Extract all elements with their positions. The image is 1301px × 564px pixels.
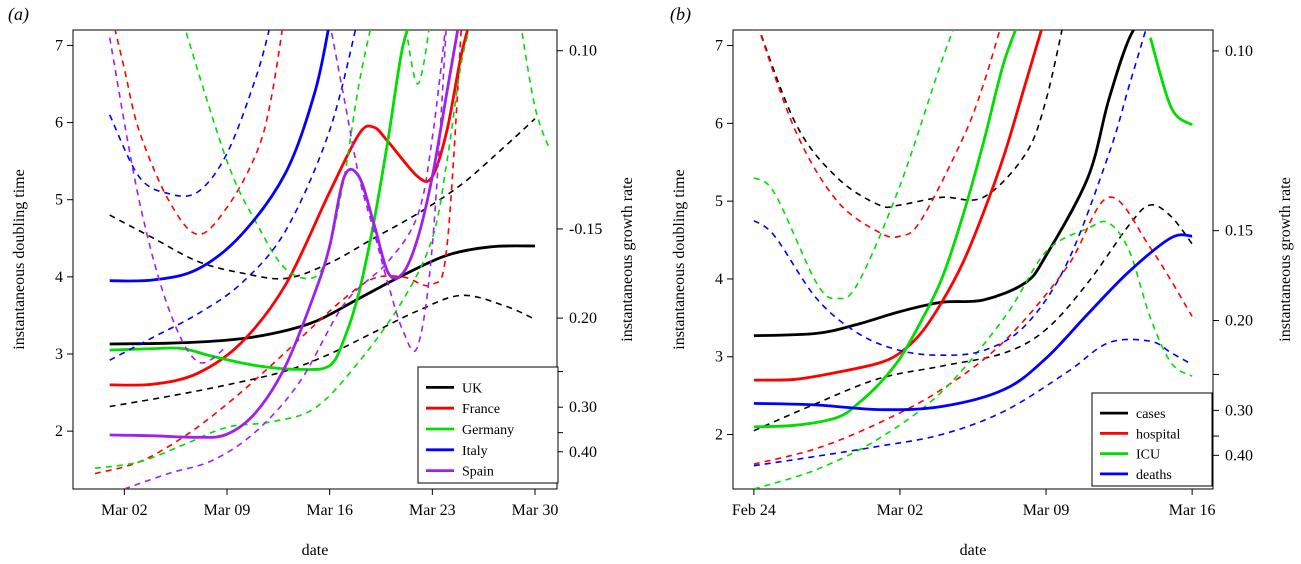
right-tick-label: 0.40 [1225, 447, 1253, 464]
series-germany-ci-line [520, 30, 551, 150]
series-uk-line [109, 244, 536, 346]
x-tick-label: Mar 30 [512, 502, 559, 519]
right-tick-label: 0.20 [1225, 313, 1253, 330]
right-tick-label: 0.10 [569, 43, 597, 60]
panel-b: (b) 2 3 4 5 6 7 0.10 0.15 0.20 0.30 0.40 Feb 24 Mar 0… [670, 4, 1294, 559]
right-axis-label: instantaneous growth rate [619, 177, 636, 341]
right-axis-label: instantaneous growth rate [1277, 177, 1294, 341]
series-hospital-ci-line [758, 30, 1001, 239]
series-cases-ci-line [758, 30, 1063, 209]
series-italy-ci-line [109, 30, 357, 361]
series-italy-line [109, 30, 330, 283]
right-tick-label: 0.20 [569, 310, 597, 327]
series-icu-ci-line [753, 220, 1193, 489]
legend: UK France Germany Italy Spain [417, 366, 559, 484]
series-deaths-ci-line [753, 338, 1193, 467]
series-icu-line [753, 30, 1018, 429]
legend-entry: deaths [1136, 468, 1172, 483]
right-tick-label: -0.15 [569, 221, 602, 238]
panel-a: (a) 2 3 4 5 6 7 0.10 -0.15 0.20 0.30 0.40 Mar 02 Mar … [8, 4, 636, 559]
series-france-ci-line [114, 30, 284, 236]
series-spain-ci-line [108, 37, 228, 364]
x-tick-label: Mar 23 [409, 502, 456, 519]
y-tick-label: 3 [55, 346, 63, 363]
y-tick-label: 7 [715, 38, 723, 55]
x-tick-label: Mar 09 [1023, 502, 1070, 519]
series-deaths-line [753, 233, 1193, 412]
y-tick-label: 7 [55, 37, 63, 54]
series-hospital-line [753, 30, 1043, 382]
series-icu-line [1149, 37, 1193, 127]
series-layer [94, 30, 551, 489]
y-tick-label: 5 [55, 192, 63, 209]
right-tick-label: 0.10 [1225, 43, 1253, 60]
panel-label: (a) [8, 4, 29, 25]
x-axis-label: date [302, 542, 329, 559]
x-tick-label: Mar 16 [306, 502, 353, 519]
plot-frame [732, 29, 1214, 490]
series-cases-line [753, 30, 1136, 338]
y-tick-label: 3 [715, 349, 723, 366]
series-uk-ci-line [109, 294, 536, 408]
series-layer [753, 30, 1193, 489]
series-spain-ci-line [124, 30, 447, 489]
y-tick-label: 6 [55, 115, 63, 132]
legend-entry: hospital [1136, 427, 1180, 442]
series-spain-ci-line [330, 30, 447, 353]
legend-box [1091, 392, 1213, 487]
right-tick-label: 0.30 [1225, 402, 1253, 419]
right-tick-label: 0.15 [1225, 223, 1253, 240]
x-tick-label: Mar 02 [101, 502, 148, 519]
y-tick-label: 2 [715, 427, 723, 444]
series-germany-ci-line [94, 30, 471, 469]
legend-entry: Italy [462, 444, 488, 459]
series-icu-ci-line [753, 30, 955, 300]
y-tick-label: 5 [715, 193, 723, 210]
panel-label: (b) [670, 4, 691, 25]
legend-entry: Germany [462, 423, 514, 438]
legend: cases hospital ICU deaths [1091, 392, 1213, 487]
series-uk-ci-line [109, 118, 536, 280]
series-spain-line [109, 30, 460, 439]
series-france-line [109, 30, 469, 387]
series-france-ci-line [94, 30, 463, 475]
series-germany-line [109, 30, 409, 371]
legend-entry: UK [462, 381, 482, 396]
legend-entry: France [462, 402, 500, 417]
series-italy-ci-line [108, 30, 270, 198]
y-tick-label: 2 [55, 423, 63, 440]
series-cases-ci-line [753, 204, 1193, 432]
y-tick-label: 6 [715, 115, 723, 132]
legend-entry: cases [1136, 407, 1166, 422]
series-germany-ci-line [405, 30, 430, 85]
x-tick-label: Mar 02 [877, 502, 924, 519]
y-tick-label: 4 [55, 269, 63, 286]
y-axis-label: instantaneous doubling time [11, 169, 28, 349]
series-deaths-ci-line [753, 30, 1147, 357]
x-tick-label: Feb 24 [732, 502, 776, 519]
right-tick-label: 0.40 [569, 444, 597, 461]
y-tick-label: 4 [715, 271, 723, 288]
right-tick-label: 0.30 [569, 399, 597, 416]
y-axis-label: instantaneous doubling time [671, 169, 688, 349]
x-axis-label: date [960, 542, 987, 559]
series-germany-ci-line [184, 30, 372, 280]
legend-entry: Spain [462, 465, 494, 480]
x-tick-label: Mar 16 [1169, 502, 1216, 519]
plot-frame [72, 29, 558, 490]
x-tick-label: Mar 09 [204, 502, 251, 519]
legend-entry: ICU [1136, 448, 1160, 463]
